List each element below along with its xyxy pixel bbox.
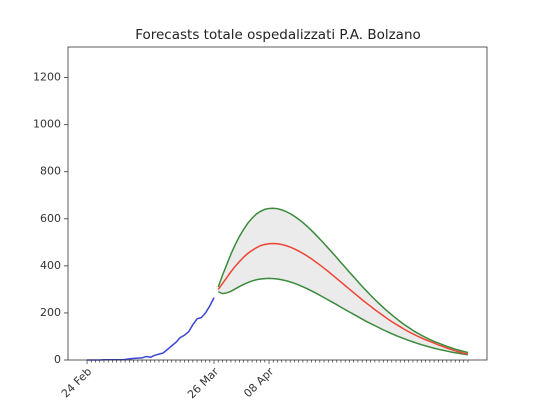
x-tick-label: 26 Mar [185, 365, 222, 402]
y-tick-label: 400 [40, 259, 61, 272]
y-tick-label: 600 [40, 212, 61, 225]
y-tick-label: 200 [40, 306, 61, 319]
series-line [217, 277, 469, 356]
chart-title: Forecasts totale ospedalizzati P.A. Bolz… [135, 27, 421, 43]
y-tick-label: 800 [40, 165, 61, 178]
y-tick-label: 0 [54, 353, 61, 366]
x-tick-label: 08 Apr [241, 365, 276, 400]
series-line [217, 242, 469, 355]
y-tick-label: 1000 [33, 118, 61, 131]
confidence-band [218, 208, 468, 355]
plot-frame [67, 46, 488, 361]
series-line [217, 207, 469, 354]
y-tick-label: 1200 [33, 71, 61, 84]
x-tick-label: 24 Feb [59, 365, 94, 400]
series-line [87, 297, 215, 361]
